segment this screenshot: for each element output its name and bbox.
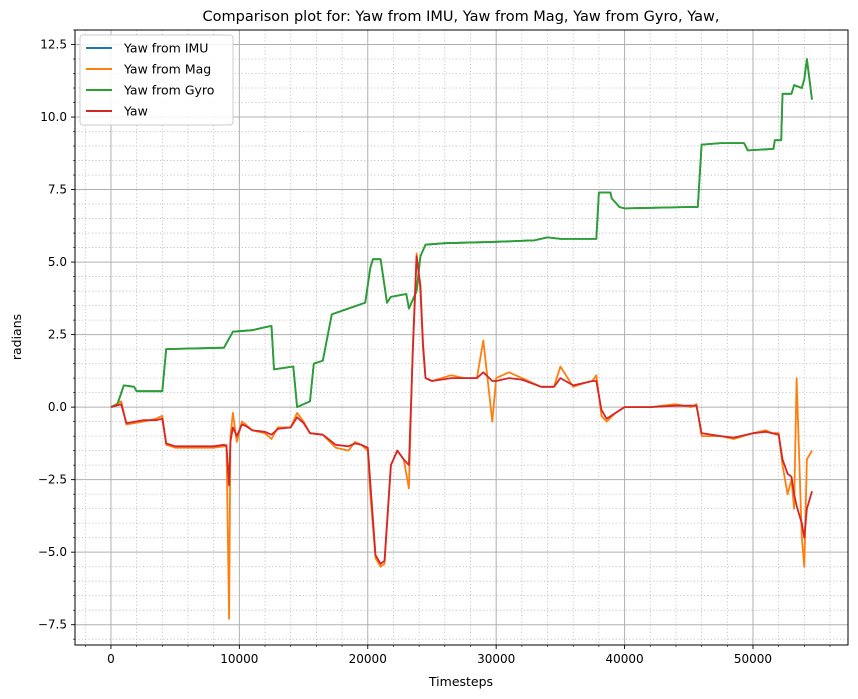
y-tick-label: 2.5: [48, 328, 67, 342]
minor-grid: [73, 29, 848, 647]
legend-label: Yaw from Gyro: [123, 83, 214, 98]
y-tick-label: −2.5: [38, 473, 67, 487]
y-tick-label: −5.0: [38, 545, 67, 559]
chart-title: Comparison plot for: Yaw from IMU, Yaw f…: [203, 9, 720, 25]
x-tick-label: 0: [107, 652, 115, 666]
legend: Yaw from IMU Yaw from Mag Yaw from Gyro Yaw: [79, 34, 234, 126]
y-tick-label: 0.0: [48, 400, 67, 414]
legend-box: [79, 34, 234, 126]
plot-frame: [74, 29, 849, 646]
x-tick-label: 20000: [349, 652, 387, 666]
legend-label: Yaw: [123, 104, 148, 119]
y-axis: −7.5 −5.0 −2.5 0.0 2.5 5.0 7.5 10.0 12.5: [38, 38, 75, 632]
legend-label: Yaw from Mag: [123, 62, 211, 77]
x-tick-label: 50000: [734, 652, 772, 666]
y-tick-label: 10.0: [40, 110, 67, 124]
y-tick-label: −7.5: [38, 618, 67, 632]
y-tick-label: 7.5: [48, 183, 67, 197]
plot-area: [75, 30, 848, 645]
y-tick-label: 5.0: [48, 255, 67, 269]
major-grid: [75, 30, 848, 645]
legend-label: Yaw from IMU: [123, 41, 208, 56]
series-line: [110, 255, 813, 565]
x-axis: 0 10000 20000 30000 40000 50000: [107, 645, 772, 666]
x-tick-label: 30000: [477, 652, 515, 666]
x-tick-label: 40000: [605, 652, 643, 666]
series-layer: [110, 58, 813, 620]
y-axis-label: radians: [9, 314, 24, 360]
x-tick-label: 10000: [220, 652, 258, 666]
x-axis-label: Timesteps: [428, 674, 493, 689]
y-tick-label: 12.5: [40, 38, 67, 52]
